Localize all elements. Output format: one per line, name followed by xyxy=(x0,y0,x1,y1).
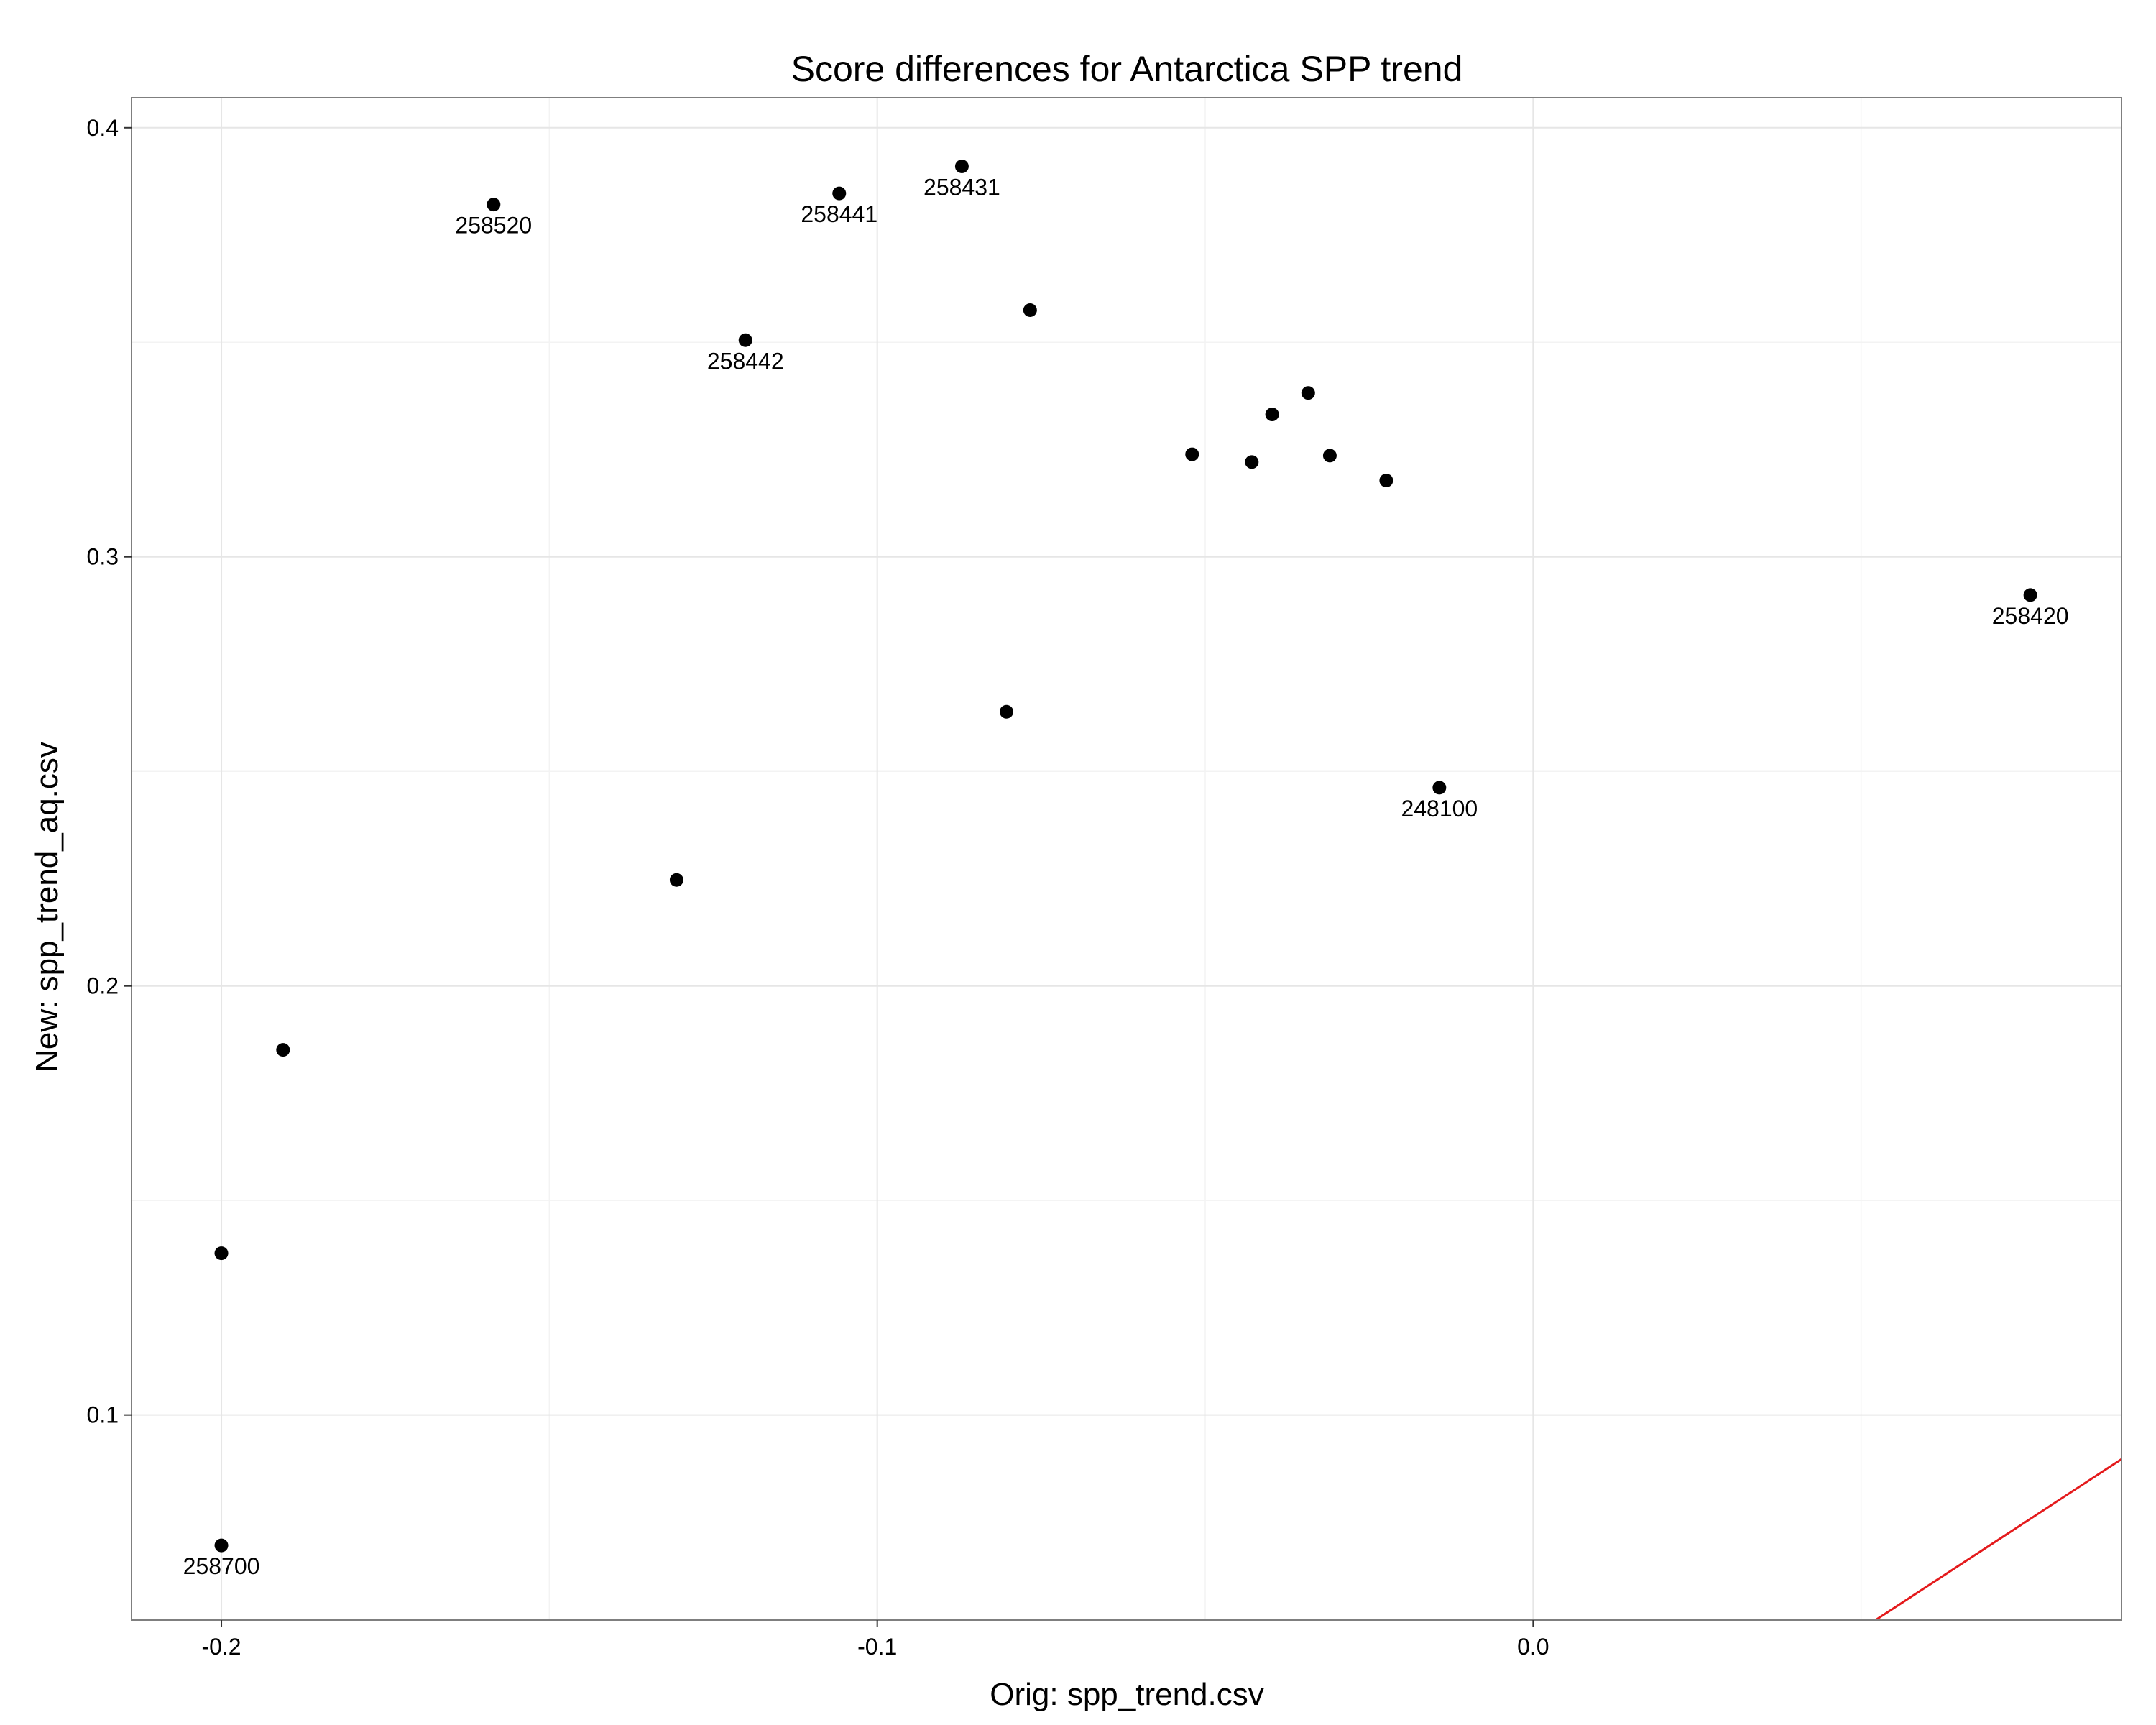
reference-line-layer xyxy=(1874,1458,2122,1622)
y-tick-label: 0.3 xyxy=(87,544,119,570)
point-label: 258700 xyxy=(183,1553,260,1579)
y-axis-label: New: spp_trend_aq.csv xyxy=(29,742,65,1072)
minor-gridlines xyxy=(132,98,2122,1620)
data-point xyxy=(2023,588,2037,602)
point-label: 258442 xyxy=(707,348,784,374)
data-point xyxy=(276,1043,290,1057)
chart-title: Score differences for Antarctica SPP tre… xyxy=(791,49,1463,89)
data-point xyxy=(214,1538,229,1552)
y-tick-label: 0.2 xyxy=(87,973,119,999)
data-point xyxy=(999,704,1013,719)
x-axis-label: Orig: spp_trend.csv xyxy=(990,1677,1264,1712)
point-label: 248100 xyxy=(1401,796,1478,822)
data-point xyxy=(954,160,969,174)
y-tick-label: 0.1 xyxy=(87,1402,119,1428)
data-point xyxy=(832,186,847,201)
data-point xyxy=(1379,473,1393,487)
point-label: 258420 xyxy=(1992,603,2069,629)
x-axis-ticks: -0.2 -0.1 0.0 xyxy=(201,1620,1549,1660)
point-label: 258520 xyxy=(455,213,532,239)
reference-line xyxy=(1874,1458,2122,1622)
data-point xyxy=(1023,303,1037,317)
point-labels-layer: 258520 258441 258431 258442 258420 248100 2587… xyxy=(183,175,2069,1580)
data-point xyxy=(1432,781,1447,795)
x-tick-label: -0.1 xyxy=(857,1634,897,1660)
data-point xyxy=(1301,386,1315,400)
x-tick-label: -0.2 xyxy=(201,1634,241,1660)
y-tick-label: 0.4 xyxy=(87,115,119,141)
data-point xyxy=(214,1246,229,1261)
data-point xyxy=(669,873,683,887)
plot-panel-border xyxy=(131,97,2122,1621)
points-layer xyxy=(214,160,2037,1552)
data-point xyxy=(1245,455,1259,469)
major-gridlines xyxy=(132,98,2122,1620)
point-label: 258441 xyxy=(801,201,877,227)
y-axis-ticks: 0.1 0.2 0.3 0.4 xyxy=(87,115,132,1428)
data-point xyxy=(1265,408,1279,422)
data-point xyxy=(1185,447,1199,461)
point-label: 258431 xyxy=(923,175,1000,201)
data-point xyxy=(487,198,501,212)
x-tick-label: 0.0 xyxy=(1517,1634,1549,1660)
data-point xyxy=(1322,448,1337,463)
data-point xyxy=(738,333,752,347)
